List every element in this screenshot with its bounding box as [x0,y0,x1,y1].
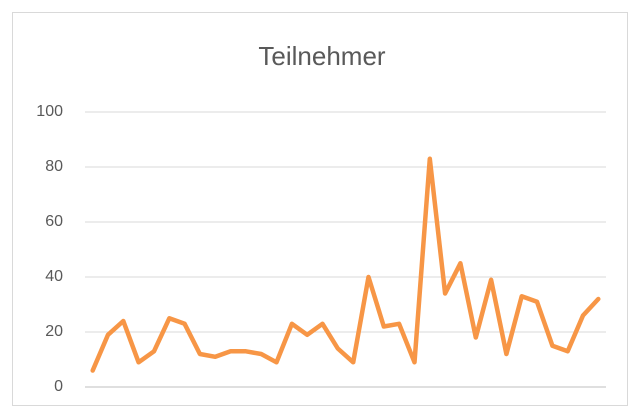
y-tick-label: 100 [36,103,63,120]
chart-title: Teilnehmer [258,41,386,71]
y-tick-label: 0 [54,378,63,395]
data-line [90,156,601,373]
y-tick-label: 40 [45,268,63,285]
y-tick-label: 60 [45,213,63,230]
chart-frame [12,12,628,406]
y-tick-label: 80 [45,158,63,175]
y-tick-label: 20 [45,323,63,340]
